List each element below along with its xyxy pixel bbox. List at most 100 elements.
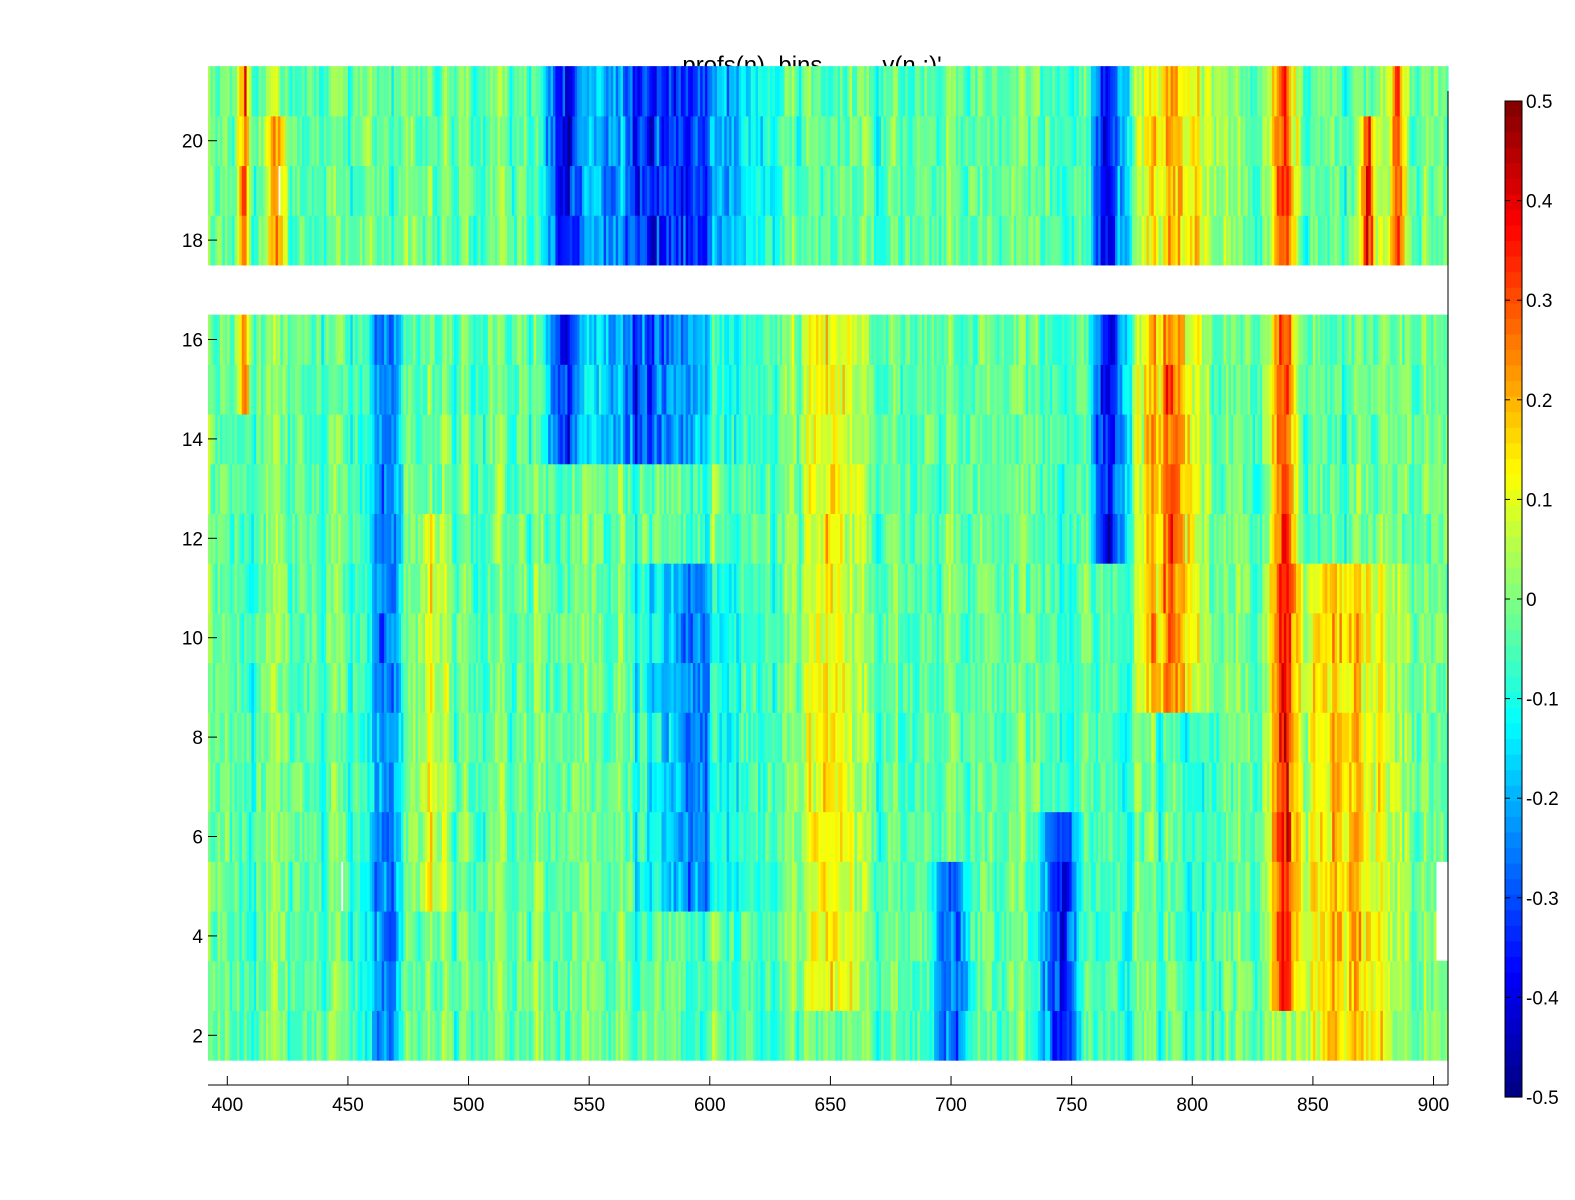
heatmap-cell xyxy=(277,612,281,664)
heatmap-cell xyxy=(955,662,959,713)
heatmap-cell xyxy=(656,811,660,862)
heatmap-cell xyxy=(615,960,619,1011)
heatmap-cell xyxy=(905,712,909,763)
heatmap-cell xyxy=(661,662,665,713)
heatmap-cell xyxy=(1134,861,1138,912)
heatmap-cell xyxy=(579,712,583,763)
heatmap-cell xyxy=(736,811,740,862)
heatmap-cell xyxy=(232,662,236,713)
heatmap-cell xyxy=(953,1010,957,1061)
heatmap-cell xyxy=(335,811,339,862)
heatmap-cell xyxy=(784,911,788,962)
heatmap-cell xyxy=(1148,612,1152,664)
heatmap-cell xyxy=(1240,811,1244,862)
heatmap-cell xyxy=(905,761,909,813)
heatmap-cell xyxy=(960,861,964,912)
heatmap-cell xyxy=(598,712,602,763)
heatmap-cell xyxy=(724,911,728,962)
heatmap-cell xyxy=(1021,911,1025,962)
heatmap-cell xyxy=(458,960,462,1011)
heatmap-cell xyxy=(813,911,817,962)
heatmap-cell xyxy=(1230,712,1234,763)
heatmap-cell xyxy=(439,712,443,763)
heatmap-cell xyxy=(521,911,525,962)
heatmap-cell xyxy=(1170,612,1174,664)
heatmap-cell xyxy=(1286,960,1290,1011)
heatmap-cell xyxy=(1445,712,1449,763)
heatmap-cell xyxy=(1095,911,1099,962)
heatmap-cell xyxy=(1223,612,1227,664)
heatmap-cell xyxy=(861,911,865,962)
heatmap-cell xyxy=(1001,861,1005,912)
heatmap-cell xyxy=(996,960,1000,1011)
heatmap-cell xyxy=(1344,1010,1348,1061)
heatmap-cell xyxy=(627,811,631,862)
heatmap-cell xyxy=(803,612,807,664)
heatmap-cell xyxy=(1315,861,1319,912)
heatmap-cell xyxy=(738,811,742,862)
heatmap-cell xyxy=(577,960,581,1011)
heatmap-cell xyxy=(244,911,248,962)
heatmap-cell xyxy=(311,1010,315,1061)
heatmap-cell xyxy=(1385,911,1389,962)
heatmap-cell xyxy=(485,1010,489,1061)
heatmap-cell xyxy=(364,612,368,664)
heatmap-cell xyxy=(432,761,436,813)
heatmap-cell xyxy=(603,960,607,1011)
heatmap-cell xyxy=(938,911,942,962)
heatmap-cell xyxy=(415,612,419,664)
heatmap-cell xyxy=(799,662,803,713)
heatmap-cell xyxy=(1124,662,1128,713)
heatmap-cell xyxy=(789,960,793,1011)
heatmap-cell xyxy=(1327,861,1331,912)
heatmap-cell xyxy=(499,662,503,713)
heatmap-cell xyxy=(970,612,974,664)
heatmap-cell xyxy=(1443,712,1447,763)
heatmap-cell xyxy=(1185,1010,1189,1061)
heatmap-cell xyxy=(1414,960,1418,1011)
heatmap-cell xyxy=(1247,811,1251,862)
heatmap-cell xyxy=(1288,811,1292,862)
heatmap-cell xyxy=(726,612,730,664)
heatmap-cell xyxy=(820,1010,824,1061)
heatmap-cell xyxy=(1279,712,1283,763)
heatmap-cell xyxy=(758,911,762,962)
heatmap-cell xyxy=(297,960,301,1011)
heatmap-cell xyxy=(1001,761,1005,813)
heatmap-cell xyxy=(760,761,764,813)
heatmap-cell xyxy=(1288,662,1292,713)
heatmap-cell xyxy=(1062,811,1066,862)
heatmap-cell xyxy=(521,861,525,912)
heatmap-cell xyxy=(1382,612,1386,664)
heatmap-cell xyxy=(1409,811,1413,862)
heatmap-cell xyxy=(1081,960,1085,1011)
heatmap-cell xyxy=(943,1010,947,1061)
heatmap-cell xyxy=(707,811,711,862)
heatmap-cell xyxy=(989,960,993,1011)
heatmap-cell xyxy=(726,712,730,763)
heatmap-cell xyxy=(514,960,518,1011)
heatmap-cell xyxy=(1117,761,1121,813)
heatmap-cell xyxy=(996,811,1000,862)
heatmap-cell xyxy=(1416,861,1420,912)
heatmap-cell xyxy=(306,662,310,713)
heatmap-cell xyxy=(931,761,935,813)
heatmap-cell xyxy=(528,761,532,813)
heatmap-cell xyxy=(745,861,749,912)
heatmap-cell xyxy=(359,662,363,713)
heatmap-cell xyxy=(753,662,757,713)
heatmap-cell xyxy=(975,612,979,664)
heatmap-cell xyxy=(818,960,822,1011)
heatmap-cell xyxy=(806,811,810,862)
heatmap-cell xyxy=(1141,761,1145,813)
heatmap-cell xyxy=(581,662,585,713)
heatmap-cell xyxy=(1049,662,1053,713)
heatmap-cell xyxy=(261,811,265,862)
heatmap-cell xyxy=(1334,811,1338,862)
heatmap-cell xyxy=(941,712,945,763)
heatmap-cell xyxy=(1402,712,1406,763)
heatmap-cell xyxy=(253,662,257,713)
heatmap-cell xyxy=(900,1010,904,1061)
heatmap-cell xyxy=(987,662,991,713)
heatmap-cell xyxy=(1158,960,1162,1011)
